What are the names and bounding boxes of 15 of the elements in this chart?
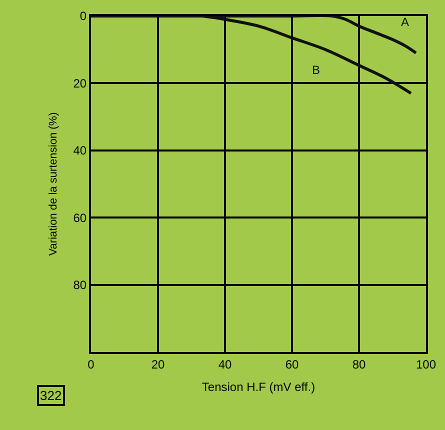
series-label: A	[401, 15, 410, 29]
y-tick-label: 60	[73, 210, 87, 225]
x-tick-label: 40	[218, 357, 232, 372]
x-tick-label: 80	[352, 357, 366, 372]
x-axis-title: Tension H.F (mV eff.)	[202, 380, 316, 394]
y-tick-label: 20	[73, 76, 87, 90]
series-label: B	[312, 63, 320, 77]
x-tick-label: 60	[285, 357, 299, 372]
y-tick-label: 80	[73, 278, 87, 292]
y-tick-label: 0	[80, 9, 87, 24]
text: 322	[40, 388, 62, 403]
y-axis-title: Variation de la surtension (%)	[47, 112, 60, 256]
x-tick-label: 20	[151, 357, 165, 372]
x-tick-label: 100	[416, 357, 436, 372]
y-tick-label: 40	[73, 144, 87, 158]
